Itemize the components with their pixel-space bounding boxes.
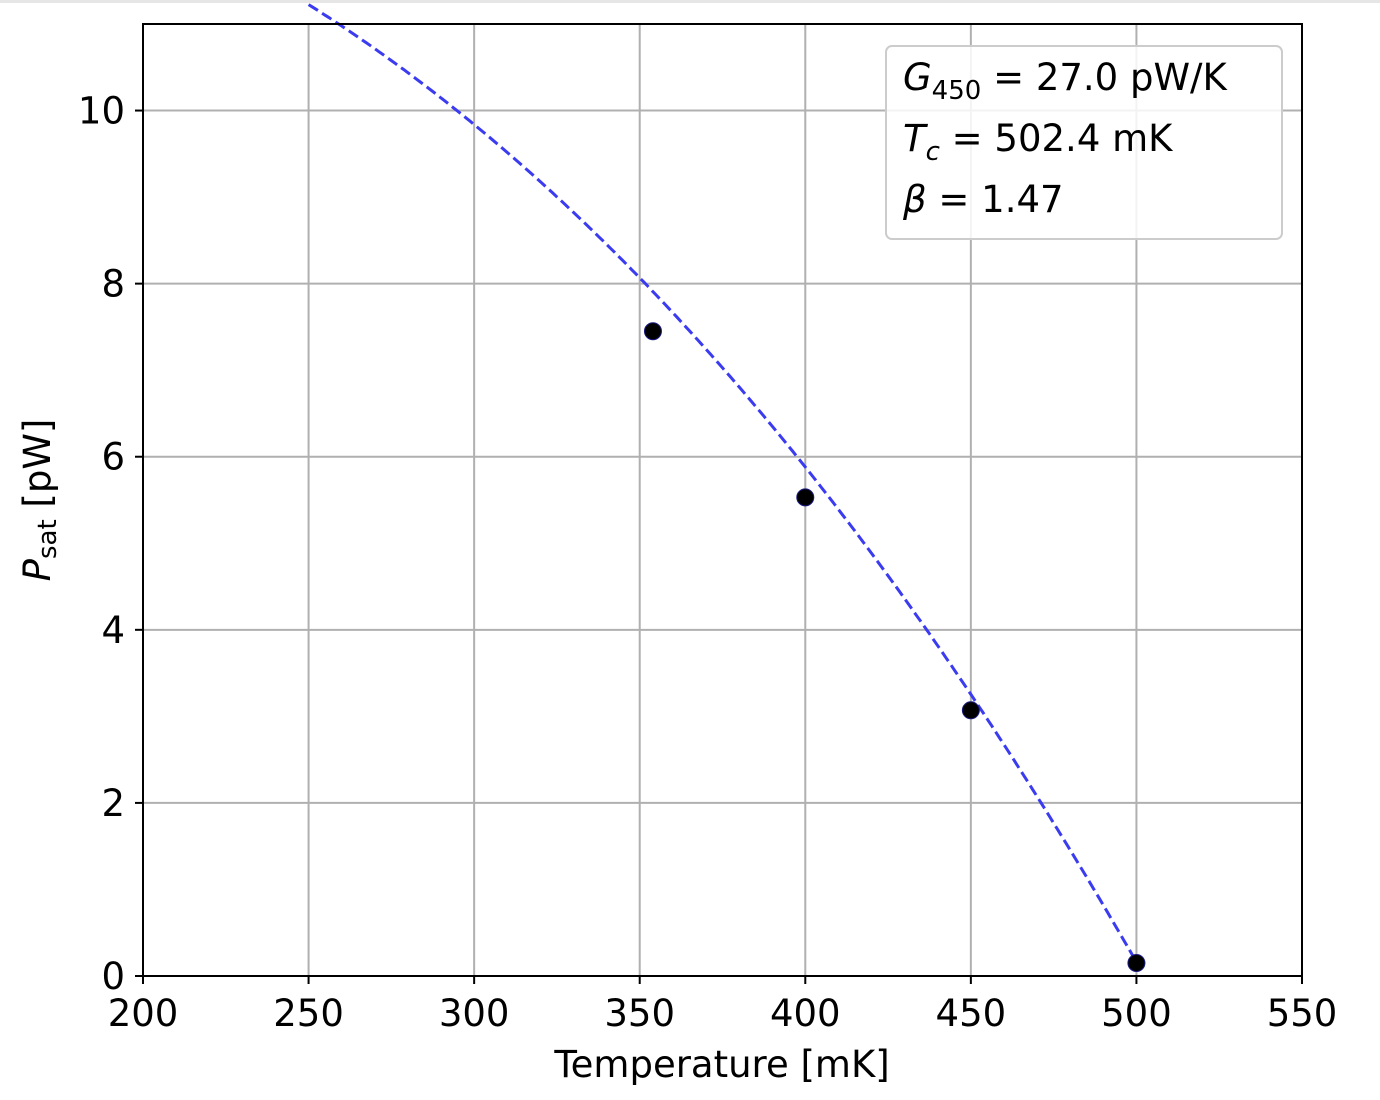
y-tick-label-10: 10 xyxy=(78,90,125,133)
top-border xyxy=(0,0,1380,3)
x-tick-label-350: 350 xyxy=(604,992,675,1035)
fit-curve-layer xyxy=(307,3,1138,963)
legend-box xyxy=(885,45,1283,240)
y-axis-label-unit: [pW] xyxy=(16,419,59,520)
x-axis: 200 250 300 350 400 450 500 550 xyxy=(108,976,1338,1035)
y-axis-label-subscript: sat xyxy=(33,519,63,559)
legend-entry-tc: Tc = 502.4 mK xyxy=(903,117,1174,167)
x-tick-label-450: 450 xyxy=(936,992,1007,1035)
data-point-3 xyxy=(961,701,980,720)
legend-entry-g450: G450 = 27.0 pW/K xyxy=(903,56,1229,106)
x-tick-label-200: 200 xyxy=(108,992,179,1035)
data-point-4 xyxy=(1127,954,1146,973)
y-tick-label-2: 2 xyxy=(101,782,125,825)
y-axis: 0 2 4 6 8 10 xyxy=(78,90,143,998)
x-tick-label-550: 550 xyxy=(1267,992,1338,1035)
x-tick-label-500: 500 xyxy=(1101,992,1172,1035)
x-tick-label-300: 300 xyxy=(439,992,510,1035)
y-tick-label-4: 4 xyxy=(101,609,125,652)
x-tick-label-250: 250 xyxy=(273,992,344,1035)
y-tick-label-6: 6 xyxy=(101,436,125,479)
x-tick-label-400: 400 xyxy=(770,992,841,1035)
data-point-1 xyxy=(643,322,662,341)
y-axis-label-symbol: P xyxy=(16,558,59,581)
data-points xyxy=(643,322,1146,973)
fit-curve xyxy=(307,3,1138,963)
legend: G450 = 27.0 pW/K Tc = 502.4 mK β = 1.47 xyxy=(885,45,1283,240)
y-axis-label: Psat [pW] xyxy=(16,419,63,582)
legend-entry-beta: β = 1.47 xyxy=(902,178,1064,221)
plot-frame xyxy=(142,23,1303,977)
y-tick-label-0: 0 xyxy=(101,955,125,998)
data-point-2 xyxy=(796,488,815,507)
y-tick-label-8: 8 xyxy=(101,263,125,306)
x-axis-label: Temperature [mK] xyxy=(553,1043,889,1086)
